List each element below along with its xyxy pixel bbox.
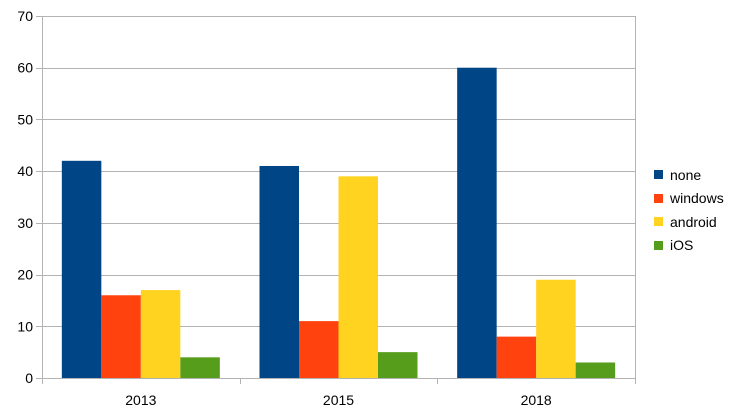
x-tick-labels: 2013 2015 2018 (125, 392, 552, 408)
legend-label-android: android (670, 213, 717, 230)
legend-label-windows: windows (670, 190, 724, 207)
y-tick-label-30: 30 (17, 215, 33, 231)
bar-ios-2018 (575, 362, 616, 378)
bar-none-2018 (457, 67, 497, 378)
bar-none-2015 (259, 165, 299, 378)
legend-swatch-ios (654, 240, 663, 250)
bar-ios-2013 (180, 357, 220, 378)
y-tick-label-70: 70 (17, 8, 33, 24)
bar-android-2015 (338, 176, 378, 378)
y-tick-label-20: 20 (17, 267, 33, 283)
y-tick-label-60: 60 (17, 60, 33, 76)
bar-none-2013 (61, 160, 102, 378)
bar-android-2013 (140, 290, 181, 378)
y-tick-labels: 0 10 20 30 40 50 60 70 (17, 8, 33, 386)
legend-swatch-android (654, 217, 663, 227)
plot-frame (42, 16, 636, 379)
bar-windows-2013 (101, 295, 141, 378)
bar-windows-2015 (299, 321, 339, 378)
x-tick-label-2015: 2015 (323, 392, 354, 408)
legend-item-windows: windows (654, 187, 724, 211)
y-tick-label-50: 50 (17, 111, 33, 127)
legend-item-ios: iOS (654, 234, 724, 258)
y-tick-label-40: 40 (17, 163, 33, 179)
y-tick-label-10: 10 (17, 318, 33, 334)
y-tick-label-0: 0 (25, 370, 33, 386)
legend-item-android: android (654, 210, 724, 234)
bar-android-2018 (536, 279, 576, 378)
legend-swatch-none (654, 170, 663, 180)
x-tick-label-2018: 2018 (521, 392, 552, 408)
bar-ios-2015 (378, 352, 418, 378)
legend: none windows android iOS (654, 163, 724, 257)
legend-label-ios: iOS (670, 237, 694, 254)
legend-swatch-windows (654, 193, 663, 203)
bar-windows-2018 (496, 336, 537, 378)
x-tick-label-2013: 2013 (125, 392, 156, 408)
legend-label-none: none (670, 166, 702, 183)
legend-item-none: none (654, 163, 724, 187)
axes (42, 16, 636, 384)
bars (61, 67, 616, 378)
